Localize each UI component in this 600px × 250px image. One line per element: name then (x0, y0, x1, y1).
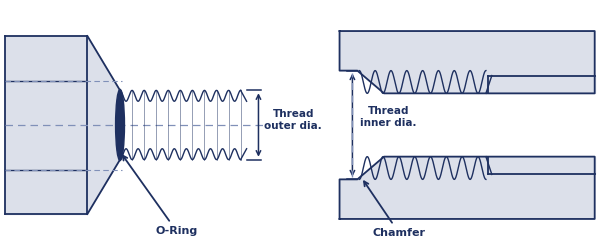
Polygon shape (340, 31, 595, 93)
Polygon shape (488, 76, 595, 93)
Text: Chamfer: Chamfer (364, 182, 425, 238)
Text: O-Ring: O-Ring (123, 156, 197, 236)
Text: Thread
outer dia.: Thread outer dia. (265, 109, 322, 131)
Ellipse shape (116, 90, 124, 160)
Polygon shape (340, 157, 595, 219)
Polygon shape (5, 36, 88, 214)
Text: Thread
inner dia.: Thread inner dia. (361, 106, 417, 128)
Polygon shape (88, 36, 120, 214)
Polygon shape (488, 157, 595, 174)
